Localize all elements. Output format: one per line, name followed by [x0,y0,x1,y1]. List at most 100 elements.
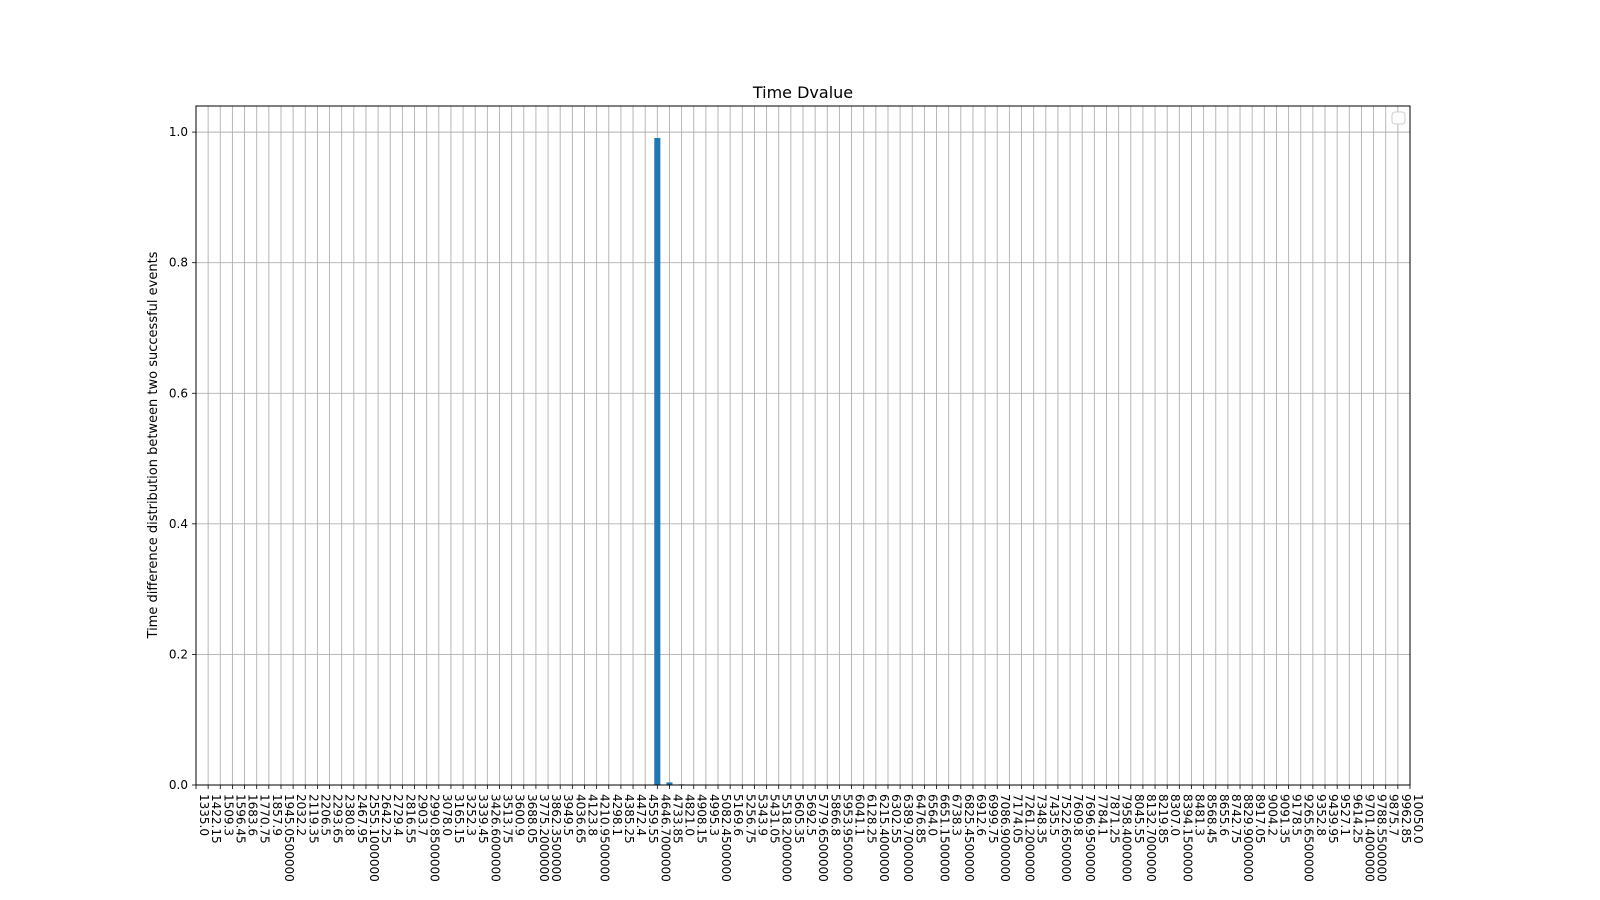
x-tick-label: 3688.05 [525,794,539,844]
x-tick-label: 1509.3 [221,794,235,836]
x-tick-label: 9265.6500000 [1302,794,1316,882]
grid [195,106,1411,786]
x-tick-label: 4298.1 [610,794,624,836]
x-tick-label: 6128.25 [865,794,879,844]
x-tick-label: 1683.6 [246,794,260,836]
x-tick-label: 7871.25 [1108,794,1122,844]
x-tick-label: 3600.9 [513,794,527,836]
x-tick-label: 1335.0 [197,794,211,836]
x-tick-label: 8481.3 [1192,794,1206,836]
x-tick-label: 7261.2000000 [1023,794,1037,882]
y-tick-label: 1.0 [169,125,188,139]
x-tick-label: 3078.0 [440,794,454,836]
x-tick-label: 9178.5 [1290,794,1304,836]
y-axis-label: Time difference distribution between two… [146,251,161,639]
x-tick-label: 10050.0 [1411,794,1425,844]
x-tick-label: 1770.75 [258,794,272,844]
x-tick-label: 9788.5500000 [1375,794,1389,882]
x-tick-label: 5779.6500000 [816,794,830,882]
x-tick-label: 6825.4500000 [962,794,976,882]
x-tick-label: 7609.8 [1071,794,1085,836]
bar [654,137,661,786]
x-tick-label: 9962.85 [1399,794,1413,844]
x-tick-label: 2729.4 [391,794,405,836]
x-tick-label: 4036.65 [573,794,587,844]
x-tick-label: 8568.45 [1205,794,1219,844]
x-tick-label: 5953.9500000 [840,794,854,882]
bar [666,782,673,785]
x-tick-label: 3252.3 [464,794,478,836]
x-tick-label: 7784.1 [1095,794,1109,836]
y-tick-label: 0.2 [169,647,188,661]
x-tick-label: 5169.6 [731,794,745,836]
x-tick-label: 2293.65 [331,794,345,844]
x-tick-label: 3513.75 [501,794,515,844]
x-tick-label: 9004.2 [1265,794,1279,836]
x-tick-label: 7522.6500000 [1059,794,1073,882]
chart-title: Time Dvalue [752,83,853,102]
x-tick-label: 3339.45 [476,794,490,844]
x-tick-label: 6041.1 [853,794,867,836]
x-tick-label: 8219.85 [1156,794,1170,844]
x-tick-label: 2903.7 [416,794,430,836]
y-tick-label: 0.8 [169,256,188,270]
x-tick-label: 2119.35 [306,794,320,844]
x-tick-label: 8742.75 [1229,794,1243,844]
x-tick-label: 9527.1 [1338,794,1352,836]
y-tick-label: 0.6 [169,386,188,400]
x-tick-label: 1857.9 [270,794,284,836]
x-tick-label: 4733.85 [670,794,684,844]
x-tick-label: 9701.4000000 [1362,794,1376,882]
x-tick-label: 4821.0 [683,794,697,836]
x-tick-label: 6564.0 [925,794,939,836]
x-tick-label: 3949.5 [561,794,575,836]
x-tick-label: 6651.1500000 [938,794,952,882]
x-tick-label: 6738.3 [950,794,964,836]
x-tick-label: 7696.9500000 [1083,794,1097,882]
x-tick-label: 7348.35 [1035,794,1049,844]
x-tick-label: 9875.7 [1387,794,1401,836]
x-tick-label: 5866.8 [828,794,842,836]
x-tick-label: 4123.8 [585,794,599,836]
x-tick-label: 1422.15 [209,794,223,844]
y-tick-label: 0.0 [169,778,188,792]
x-tick-label: 3862.3500000 [549,794,563,882]
x-tick-label: 2032.2 [294,794,308,836]
x-tick-label: 4995.3 [707,794,721,836]
x-tick-label: 4472.4 [634,794,648,836]
x-tick-label: 5256.75 [743,794,757,844]
legend-box [1391,111,1406,125]
x-tick-label: 5431.05 [768,794,782,844]
x-tick-label: 8917.05 [1253,794,1267,844]
y-tick-label: 0.4 [169,517,188,531]
x-tick-label: 8132.7000000 [1144,794,1158,882]
x-tick-label: 6999.75 [986,794,1000,844]
x-tick-label: 7086.9000000 [998,794,1012,882]
x-tick-label: 2206.5 [318,794,332,836]
x-tick-label: 2555.1000000 [367,794,381,882]
x-tick-label: 6215.4000000 [877,794,891,882]
x-tick-label: 2816.55 [403,794,417,844]
x-tick-label: 8394.1500000 [1180,794,1194,882]
x-tick-label: 1596.45 [233,794,247,844]
x-tick-label: 2990.8500000 [428,794,442,882]
x-tick-label: 4908.15 [695,794,709,844]
x-tick-label: 2467.95 [355,794,369,844]
x-tick-label: 9614.25 [1350,794,1364,844]
x-tick-label: 7174.05 [1010,794,1024,844]
x-tick-label: 4210.9500000 [598,794,612,882]
y-ticks: 0.0 0.2 0.4 0.6 0.8 1.0 [169,125,196,792]
x-tick-label: 6302.55 [889,794,903,844]
x-tick-label: 9091.35 [1277,794,1291,844]
x-tick-label: 8655.6 [1217,794,1231,836]
x-tick-label: 6476.85 [913,794,927,844]
x-tick-label: 4385.25 [622,794,636,844]
x-tick-label: 6912.6 [974,794,988,836]
x-tick-label: 2642.25 [379,794,393,844]
x-tick-label: 3165.15 [452,794,466,844]
x-tick-label: 1945.0500000 [282,794,296,882]
x-tick-label: 9439.95 [1326,794,1340,844]
x-tick-label: 8829.9000000 [1241,794,1255,882]
x-tick-label: 7958.4000000 [1120,794,1134,882]
x-tick-label: 3426.6000000 [488,794,502,882]
